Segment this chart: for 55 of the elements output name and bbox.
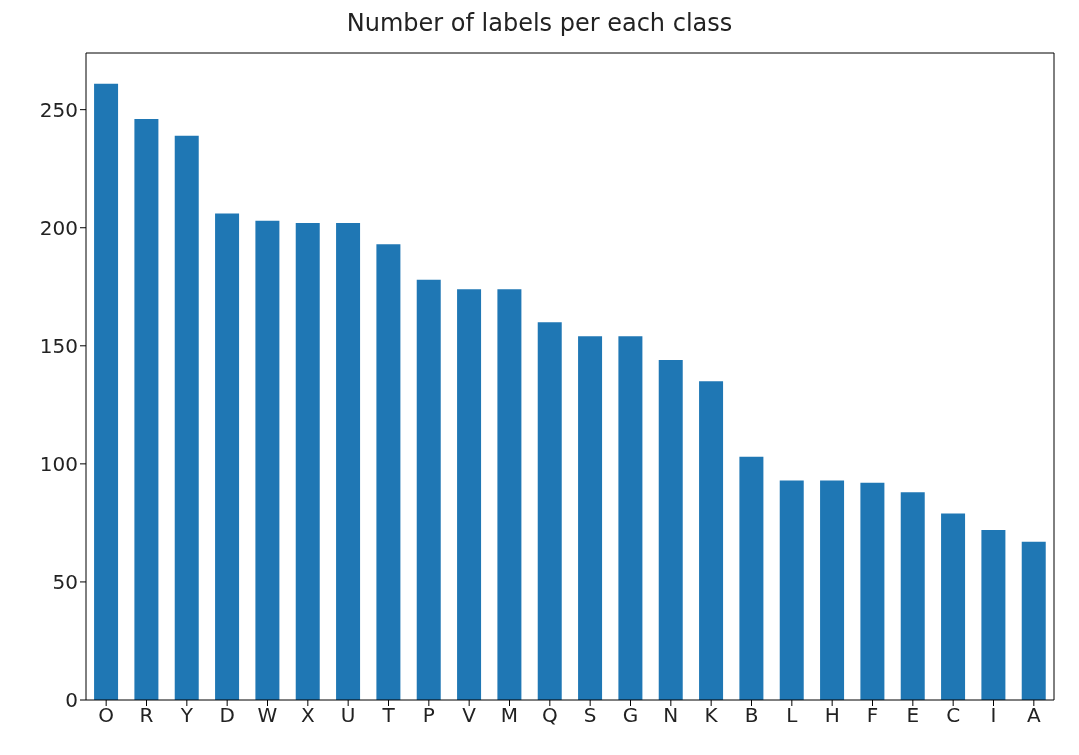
- bar: [457, 289, 482, 700]
- x-tick-label: V: [462, 703, 477, 728]
- y-tick-label: 0: [65, 688, 78, 713]
- x-tick-label: T: [381, 703, 396, 728]
- bar: [215, 213, 240, 700]
- x-tick-label: Q: [541, 703, 558, 728]
- x-tick-label: O: [98, 703, 115, 728]
- bar: [1021, 541, 1046, 700]
- bar: [941, 513, 966, 700]
- bar: [820, 480, 845, 700]
- x-tick-label: U: [340, 703, 356, 728]
- bar: [658, 359, 683, 700]
- bar: [699, 381, 724, 700]
- x-tick-label: R: [139, 703, 154, 728]
- bar: [255, 220, 280, 700]
- x-tick-label: D: [219, 703, 235, 728]
- x-tick-label: M: [500, 703, 519, 728]
- bar: [739, 456, 764, 700]
- bar: [376, 244, 401, 700]
- x-tick-label: I: [990, 703, 997, 728]
- bar: [336, 223, 361, 700]
- x-tick-label: W: [257, 703, 278, 728]
- bar: [295, 223, 320, 700]
- x-tick-label: K: [704, 703, 719, 728]
- x-tick-label: B: [744, 703, 759, 728]
- bar: [537, 322, 562, 700]
- x-tick-label: N: [663, 703, 679, 728]
- x-tick-label: A: [1026, 703, 1041, 728]
- bar: [134, 119, 159, 700]
- bar: [981, 529, 1006, 700]
- chart-title: Number of labels per each class: [345, 8, 734, 39]
- y-tick-label: 250: [39, 97, 78, 122]
- y-tick-label: 200: [39, 215, 78, 240]
- bar: [497, 289, 522, 700]
- bar: [578, 336, 603, 700]
- bar: [900, 492, 925, 700]
- y-tick-label: 150: [39, 333, 78, 358]
- x-tick-label: L: [786, 703, 799, 728]
- bar: [174, 135, 199, 700]
- y-tick-label: 50: [52, 570, 78, 595]
- bar: [860, 482, 885, 700]
- x-tick-label: X: [300, 703, 315, 728]
- x-tick-label: S: [583, 703, 597, 728]
- x-tick-label: E: [906, 703, 920, 728]
- bar: [416, 279, 441, 700]
- x-tick-label: Y: [179, 703, 194, 728]
- x-tick-label: F: [866, 703, 879, 728]
- x-tick-label: P: [422, 703, 435, 728]
- bar: [779, 480, 804, 700]
- bar: [618, 336, 643, 700]
- x-tick-label: H: [824, 703, 840, 728]
- bar: [94, 83, 119, 700]
- x-tick-label: G: [622, 703, 639, 728]
- y-tick-label: 100: [39, 451, 78, 476]
- x-tick-label: C: [946, 703, 961, 728]
